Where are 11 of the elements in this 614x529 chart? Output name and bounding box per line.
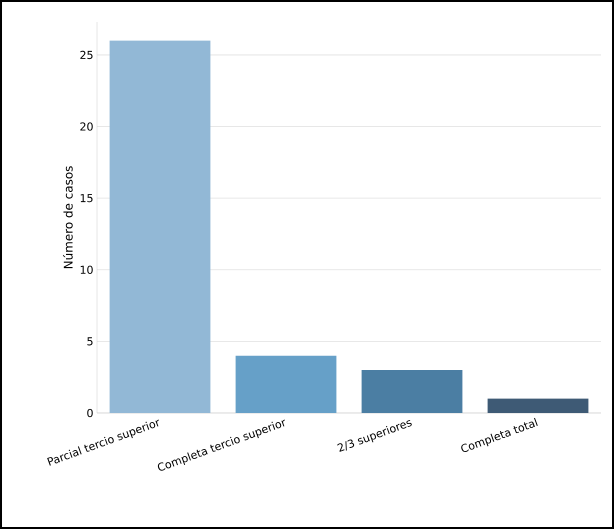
y-tick-label: 20 xyxy=(80,122,93,131)
y-tick-label: 0 xyxy=(87,408,93,418)
y-axis-title: Número de casos xyxy=(62,166,73,268)
y-tick-label: 25 xyxy=(80,50,93,60)
y-tick-label: 10 xyxy=(80,266,93,274)
bar xyxy=(488,398,588,413)
bar xyxy=(236,356,336,413)
y-tick-label: 15 xyxy=(80,194,93,202)
bar xyxy=(110,40,210,413)
bar xyxy=(362,370,462,413)
y-tick-label: 5 xyxy=(87,337,93,346)
